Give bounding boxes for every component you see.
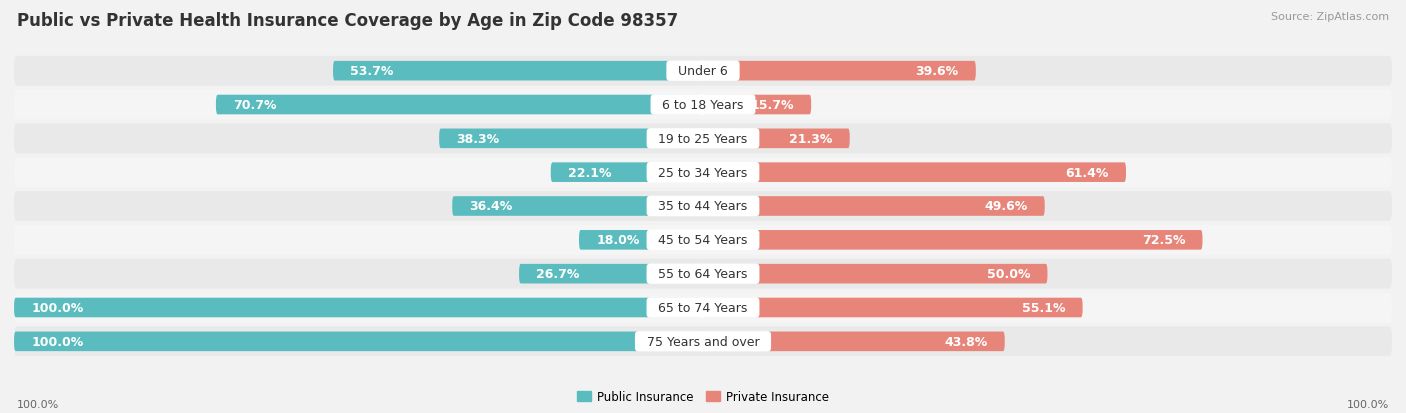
Text: 61.4%: 61.4% — [1066, 166, 1109, 179]
FancyBboxPatch shape — [703, 163, 1126, 183]
FancyBboxPatch shape — [14, 124, 1392, 154]
Text: 100.0%: 100.0% — [31, 335, 83, 348]
FancyBboxPatch shape — [14, 225, 1392, 255]
Text: 72.5%: 72.5% — [1142, 234, 1185, 247]
FancyBboxPatch shape — [333, 62, 703, 81]
Text: 49.6%: 49.6% — [984, 200, 1028, 213]
Text: 35 to 44 Years: 35 to 44 Years — [651, 200, 755, 213]
Text: 21.3%: 21.3% — [789, 133, 832, 145]
FancyBboxPatch shape — [14, 293, 1392, 323]
Text: 38.3%: 38.3% — [457, 133, 499, 145]
Text: 22.1%: 22.1% — [568, 166, 612, 179]
Text: 19 to 25 Years: 19 to 25 Years — [651, 133, 755, 145]
Text: 50.0%: 50.0% — [987, 268, 1031, 280]
Text: 55 to 64 Years: 55 to 64 Years — [651, 268, 755, 280]
Text: 53.7%: 53.7% — [350, 65, 394, 78]
FancyBboxPatch shape — [439, 129, 703, 149]
Text: Under 6: Under 6 — [671, 65, 735, 78]
Legend: Public Insurance, Private Insurance: Public Insurance, Private Insurance — [572, 385, 834, 408]
Text: 6 to 18 Years: 6 to 18 Years — [654, 99, 752, 112]
Text: 45 to 54 Years: 45 to 54 Years — [651, 234, 755, 247]
FancyBboxPatch shape — [14, 332, 703, 351]
FancyBboxPatch shape — [551, 163, 703, 183]
FancyBboxPatch shape — [14, 158, 1392, 188]
FancyBboxPatch shape — [14, 90, 1392, 120]
Text: Public vs Private Health Insurance Coverage by Age in Zip Code 98357: Public vs Private Health Insurance Cover… — [17, 12, 678, 30]
Text: 70.7%: 70.7% — [233, 99, 277, 112]
Text: 100.0%: 100.0% — [31, 301, 83, 314]
FancyBboxPatch shape — [703, 332, 1005, 351]
FancyBboxPatch shape — [14, 57, 1392, 86]
FancyBboxPatch shape — [14, 259, 1392, 289]
Text: 43.8%: 43.8% — [945, 335, 987, 348]
FancyBboxPatch shape — [217, 95, 703, 115]
Text: 18.0%: 18.0% — [596, 234, 640, 247]
FancyBboxPatch shape — [703, 129, 849, 149]
FancyBboxPatch shape — [703, 230, 1202, 250]
Text: 100.0%: 100.0% — [1347, 399, 1389, 409]
Text: 55.1%: 55.1% — [1022, 301, 1066, 314]
FancyBboxPatch shape — [703, 298, 1083, 318]
FancyBboxPatch shape — [14, 327, 1392, 356]
FancyBboxPatch shape — [14, 192, 1392, 221]
FancyBboxPatch shape — [703, 62, 976, 81]
Text: 65 to 74 Years: 65 to 74 Years — [651, 301, 755, 314]
Text: 25 to 34 Years: 25 to 34 Years — [651, 166, 755, 179]
Text: 26.7%: 26.7% — [536, 268, 579, 280]
Text: 39.6%: 39.6% — [915, 65, 959, 78]
FancyBboxPatch shape — [703, 197, 1045, 216]
FancyBboxPatch shape — [579, 230, 703, 250]
FancyBboxPatch shape — [703, 264, 1047, 284]
FancyBboxPatch shape — [703, 95, 811, 115]
FancyBboxPatch shape — [453, 197, 703, 216]
Text: 100.0%: 100.0% — [17, 399, 59, 409]
Text: 36.4%: 36.4% — [470, 200, 513, 213]
Text: 75 Years and over: 75 Years and over — [638, 335, 768, 348]
Text: Source: ZipAtlas.com: Source: ZipAtlas.com — [1271, 12, 1389, 22]
FancyBboxPatch shape — [519, 264, 703, 284]
Text: 15.7%: 15.7% — [751, 99, 794, 112]
FancyBboxPatch shape — [14, 298, 703, 318]
